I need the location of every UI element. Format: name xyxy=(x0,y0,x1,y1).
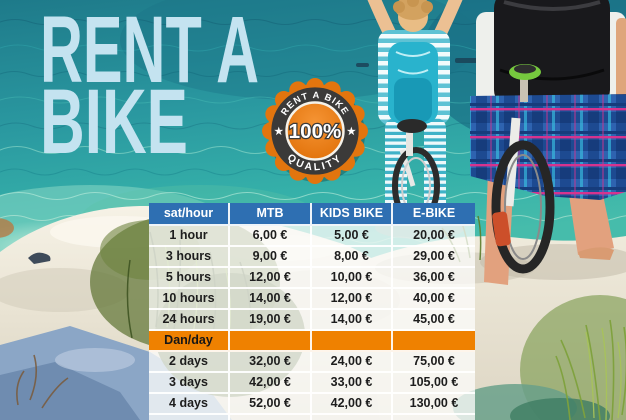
column-header-mtb: MTB xyxy=(230,203,312,226)
price-cell: 19,00 € xyxy=(230,310,312,331)
poster-title: RENT A BIKE xyxy=(40,0,259,170)
price-cell: 42,00 € xyxy=(312,394,393,415)
man-figure xyxy=(470,0,626,285)
price-cell xyxy=(393,415,475,420)
price-cell: 32,00 € xyxy=(230,352,312,373)
title-line1: RENT A xyxy=(40,0,259,103)
star-icon: ★ xyxy=(274,126,283,137)
price-cell: 24,00 € xyxy=(312,352,393,373)
row-label: 2 days xyxy=(149,352,230,373)
price-cell: 12,00 € xyxy=(312,289,393,310)
section-spacer xyxy=(312,331,393,352)
price-cell xyxy=(230,415,312,420)
title-line2: BIKE xyxy=(40,71,188,170)
row-label: 10 hours xyxy=(149,289,230,310)
section-spacer xyxy=(393,331,475,352)
column-header-sat-hour: sat/hour xyxy=(149,203,230,226)
kid-figure xyxy=(367,0,465,239)
price-cell: 130,00 € xyxy=(393,394,475,415)
price-cell: 40,00 € xyxy=(393,289,475,310)
distant-boat xyxy=(455,58,481,63)
row-label: 3 days xyxy=(149,373,230,394)
price-cell: 33,00 € xyxy=(312,373,393,394)
price-cell: 52,00 € xyxy=(230,394,312,415)
row-label: 4 days xyxy=(149,394,230,415)
price-table: sat/hour MTB KIDS BIKE E-BIKE 1 hour 6,0… xyxy=(149,203,475,420)
price-cell: 8,00 € xyxy=(312,247,393,268)
price-cell: 20,00 € xyxy=(393,226,475,247)
row-label xyxy=(149,415,230,420)
price-cell: 6,00 € xyxy=(230,226,312,247)
badge-center xyxy=(285,101,345,161)
price-cell: 105,00 € xyxy=(393,373,475,394)
badge-percent-text: 100% xyxy=(289,120,342,143)
distant-buoy xyxy=(356,63,369,67)
man-leg-right xyxy=(568,188,614,255)
price-cell: 14,00 € xyxy=(312,310,393,331)
star-icon: ★ xyxy=(347,126,356,137)
bird xyxy=(28,252,51,264)
grass-right xyxy=(441,215,626,420)
price-cell: 75,00 € xyxy=(393,352,475,373)
row-label: 5 hours xyxy=(149,268,230,289)
price-cell xyxy=(312,415,393,420)
quality-badge: RENT A BIKE QUALITY 100% ★ ★ xyxy=(262,78,368,184)
price-cell: 42,00 € xyxy=(230,373,312,394)
man-backpack xyxy=(494,0,610,108)
row-label: 1 hour xyxy=(149,226,230,247)
price-cell: 9,00 € xyxy=(230,247,312,268)
price-cell: 12,00 € xyxy=(230,268,312,289)
row-label: 3 hours xyxy=(149,247,230,268)
section-spacer xyxy=(230,331,312,352)
price-cell: 29,00 € xyxy=(393,247,475,268)
column-header-kids-bike: KIDS BIKE xyxy=(312,203,393,226)
bike-pedal xyxy=(492,211,511,247)
man-arm xyxy=(616,18,626,110)
price-cell: 36,00 € xyxy=(393,268,475,289)
price-cell: 5,00 € xyxy=(312,226,393,247)
section-label-dan-day: Dan/day xyxy=(149,331,230,352)
price-cell: 10,00 € xyxy=(312,268,393,289)
column-header-e-bike: E-BIKE xyxy=(393,203,475,226)
row-label: 24 hours xyxy=(149,310,230,331)
price-cell: 45,00 € xyxy=(393,310,475,331)
man-bike xyxy=(491,64,555,274)
price-cell: 14,00 € xyxy=(230,289,312,310)
